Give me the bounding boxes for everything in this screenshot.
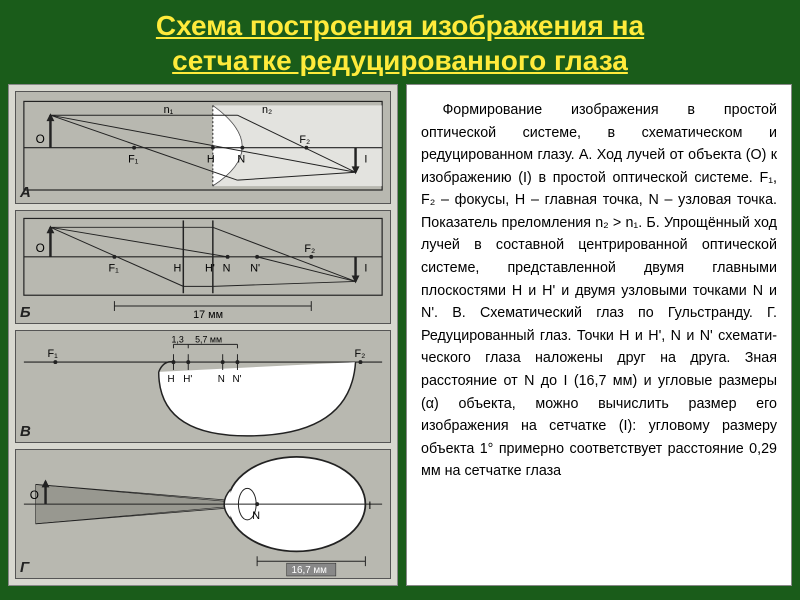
label-N-b: N — [223, 263, 231, 275]
description-panel: Формирование изображения в простой оптич… — [406, 84, 792, 586]
label-H-v: H — [168, 373, 175, 384]
label-O-g: O — [30, 488, 39, 502]
diagram-a: O F₁ H N F₂ I n₁ n₂ А — [15, 91, 391, 204]
label-Np-v: N' — [233, 373, 242, 384]
label-H: H — [207, 153, 215, 165]
content-row: O F₁ H N F₂ I n₁ n₂ А — [0, 84, 800, 594]
label-O-b: O — [36, 241, 45, 255]
label-Hp-b: H' — [205, 263, 215, 275]
label-I-g: I — [368, 500, 371, 512]
label-F1: F₁ — [128, 153, 139, 165]
label-H-b: H — [173, 263, 181, 275]
d2-v: 5,7 мм — [195, 334, 222, 344]
label-Hp-v: H' — [183, 373, 192, 384]
page-header: Схема построения изображения на сетчатке… — [0, 0, 800, 84]
label-F2: F₂ — [299, 134, 310, 146]
title-line-1: Схема построения изображения на — [156, 10, 644, 41]
label-F2-b: F₂ — [304, 243, 315, 255]
label-I-b: I — [364, 263, 367, 275]
label-F2-v: F₂ — [355, 348, 366, 360]
label-n2: n₂ — [262, 104, 272, 116]
diagram-g: O N I 16,7 мм Г — [15, 449, 391, 579]
panel-label-g: Г — [20, 559, 29, 576]
diagram-g-svg: O N I 16,7 мм — [16, 450, 390, 578]
title-line-2: сетчатке редуцированного глаза — [172, 45, 628, 76]
diagram-b: O F₁ H H' N N' F₂ I 17 мм Б — [15, 210, 391, 323]
label-Np-b: N' — [250, 263, 260, 275]
diagrams-panel: O F₁ H N F₂ I n₁ n₂ А — [8, 84, 398, 586]
distance-g: 16,7 мм — [292, 565, 328, 576]
diagram-v: F₁ H H' N N' F₂ 1,3 5,7 мм В — [15, 330, 391, 443]
label-N: N — [237, 153, 245, 165]
label-F1-b: F₁ — [109, 263, 120, 275]
label-F1-v: F₁ — [47, 348, 58, 360]
panel-label-a: А — [20, 184, 31, 201]
diagram-b-svg: O F₁ H H' N N' F₂ I 17 мм — [16, 211, 390, 322]
label-N-g: N — [252, 510, 260, 522]
panel-label-v: В — [20, 423, 31, 440]
panel-label-b: Б — [20, 304, 31, 321]
description-text: Формирование изображения в простой оптич… — [421, 99, 777, 483]
distance-b: 17 мм — [193, 309, 223, 321]
label-N-v: N — [218, 373, 225, 384]
label-n1: n₁ — [164, 104, 174, 116]
d1-v: 1,3 — [172, 334, 184, 344]
label-O: O — [36, 132, 45, 146]
page-title: Схема построения изображения на сетчатке… — [10, 8, 790, 78]
label-I: I — [364, 153, 367, 165]
diagram-v-svg: F₁ H H' N N' F₂ 1,3 5,7 мм — [16, 331, 390, 442]
diagram-a-svg: O F₁ H N F₂ I n₁ n₂ — [16, 92, 390, 203]
